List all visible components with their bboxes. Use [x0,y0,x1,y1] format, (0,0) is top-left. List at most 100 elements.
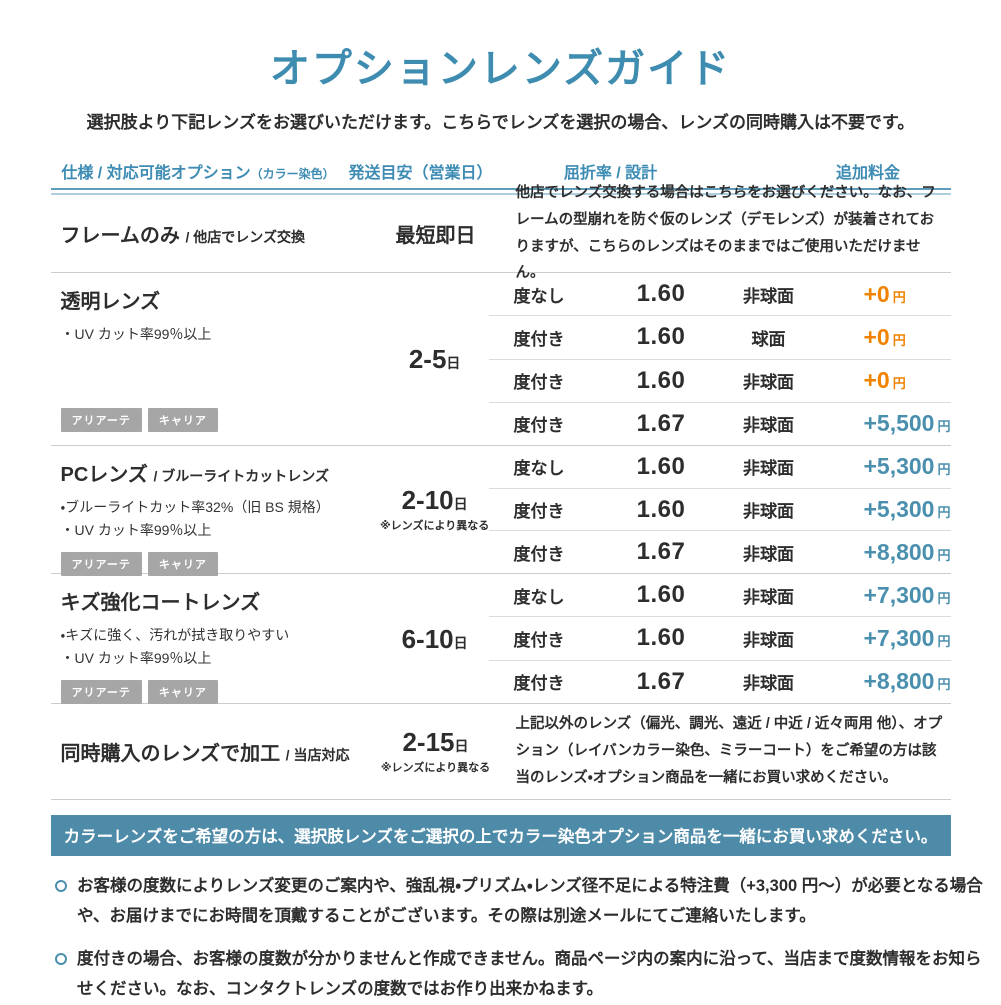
column-header-refraction: 屈折率 / 設計 [563,165,658,182]
lens-option-row: 度なし 1.60 非球面 +0 円 [489,273,951,317]
lens-option-row: 度なし 1.60 非球面 +7,300 円 [489,574,951,618]
price-cell: +0 円 [863,367,906,394]
column-header-shipping: 発送目安（営業日） [348,165,493,182]
refractive-index-cell: 1.60 [636,323,686,351]
price-cell: +0 円 [863,323,906,350]
lens-design-cell: 非球面 [742,459,794,479]
section-note: 上記以外のレンズ（偏光、調光、遠近 / 中近 / 近々両用 他）、オプション（レ… [515,716,943,786]
lens-design-cell: 非球面 [742,630,794,650]
section-scratch-coat-lens: キズ強化コートレンズ ・キズに強く、汚れが拭き取りやすい ・UV カット率99％… [50,574,951,705]
lens-option-row: 度付き 1.67 非球面 +8,800 円 [489,661,950,703]
shipping-unit: 日 [453,634,468,651]
badge-career: キャリア [147,680,218,705]
price-unit: 円 [937,547,951,563]
lens-option-row: 度付き 1.60 非球面 +5,300 円 [489,489,951,532]
badge-ariaate: アリアーテ [60,552,142,577]
lens-option-row: 度なし 1.60 非球面 +5,300 円 [489,446,951,489]
lens-option-row: 度付き 1.60 非球面 +0 円 [489,360,951,403]
circle-bullet-icon [55,880,67,892]
price-unit: 円 [937,677,951,693]
price-cell: +7,300 円 [863,581,951,608]
price-cell: +5,300 円 [863,496,951,522]
lens-option-row: 度付き 1.67 非球面 +5,500 円 [489,403,950,445]
section-pc-lens: PCレンズ / ブルーライトカットレンズ ・ブルーライトカット率32%（旧 BS… [50,446,951,577]
lens-design-cell: 非球面 [742,286,794,306]
lens-option-row: 度付き 1.60 非球面 +7,300 円 [489,617,951,661]
badge-ariaate: アリアーテ [60,408,142,432]
shipping-estimate: 2-5日 [408,344,461,374]
lens-option-row: 度付き 1.67 非球面 +8,800 円 [489,531,950,573]
shipping-unit: 日 [454,737,469,754]
circle-bullet-icon [55,953,67,966]
section-title-suffix: / 他店でレンズ交換 [185,228,305,245]
refractive-index-cell: 1.60 [636,366,686,394]
column-header-spec: 仕様 / 対応可能オプション（カラー染色） [61,165,335,182]
shipping-estimate: 最短即日 [395,225,476,247]
shipping-estimate: 6-10日 [401,623,468,654]
price-cell: +5,300 円 [863,453,951,480]
lens-design-cell: 非球面 [742,544,794,564]
price-unit: 円 [937,419,951,435]
section-frame-only: フレームのみ / 他店でレンズ交換 最短即日 他店でレンズ交換する場合はこちらを… [50,185,951,281]
power-type-cell: 度付き [513,502,565,521]
lens-design-cell: 非球面 [742,416,794,436]
column-header-spec-note: （カラー染色） [250,167,335,181]
section-title: キズ強化コートレンズ [60,592,261,614]
price-unit: 円 [892,376,906,392]
note-item: お客様の度数によりレンズ変更のご案内や、強乱視・プリズム・レンズ径不足による特注… [55,872,985,931]
lens-design-cell: 非球面 [742,587,794,607]
feature-item: ・UV カット率99％以上 [60,650,212,667]
shipping-unit: 日 [446,355,461,371]
feature-item: ・ブルーライトカット率32%（旧 BS 規格） [60,499,330,515]
power-type-cell: 度なし [513,459,565,479]
price-unit: 円 [937,505,951,520]
power-type-cell: 度なし [513,286,565,306]
price-cell: +5,500 円 [863,410,951,437]
power-type-cell: 度付き [513,373,565,393]
price-unit: 円 [892,289,906,305]
shipping-note: ※レンズにより異なる [380,761,491,774]
price-cell: +0 円 [863,280,906,307]
note-item: 度付きの場合、お客様の度数が分かりませんと作成できません。商品ページ内の案内に沿… [55,945,985,1004]
refractive-index-cell: 1.60 [636,452,686,480]
power-type-cell: 度付き [513,674,565,694]
lens-option-row: 度付き 1.60 球面 +0 円 [489,316,951,360]
header-divider [50,188,951,195]
power-type-cell: 度付き [513,329,565,349]
section-copurchase-processing: 同時購入のレンズで加工 / 当店対応 2-15日 ※レンズにより異なる 上記以外… [50,704,951,800]
section-title: 同時購入のレンズで加工 / 当店対応 [60,742,350,765]
refractive-index-cell: 1.67 [636,409,686,437]
note-text: 度付きの場合、お客様の度数が分かりませんと作成できません。商品ページ内の案内に沿… [77,950,982,999]
section-title: フレームのみ / 他店でレンズ交換 [60,224,305,247]
refractive-index-cell: 1.60 [636,495,686,523]
footer-notes: お客様の度数によりレンズ変更のご案内や、強乱視・プリズム・レンズ径不足による特注… [55,872,985,1005]
color-lens-banner: カラーレンズをご希望の方は、選択肢レンズをご選択の上でカラー染色オプション商品を… [50,815,951,856]
section-title-suffix: / ブルーライトカットレンズ [153,468,329,484]
section-clear-lens: 透明レンズ ・UV カット率99％以上 アリアーテ キャリア 2-5日 度なし 1… [50,273,951,446]
price-unit: 円 [937,590,951,606]
price-unit: 円 [937,633,951,649]
section-title: 透明レンズ [60,291,161,313]
price-cell: +7,300 円 [863,624,951,651]
table-header-row: 仕様 / 対応可能オプション（カラー染色） 発送目安（営業日） 屈折率 / 設計… [51,159,951,182]
price-cell: +8,800 円 [863,538,951,565]
feature-item: ・キズに強く、汚れが拭き取りやすい [60,627,290,643]
column-header-price: 追加料金 [835,165,900,182]
power-type-cell: 度なし [513,587,565,607]
badge-career: キャリア [147,552,218,577]
price-unit: 円 [892,332,906,348]
refractive-index-cell: 1.60 [636,280,686,308]
refractive-index-cell: 1.67 [636,667,686,695]
section-title-suffix: / 当店対応 [285,746,350,763]
feature-item: ・UV カット率99％以上 [60,326,212,342]
lens-design-cell: 球面 [751,329,786,349]
shipping-unit: 日 [453,495,468,512]
note-text: お客様の度数によりレンズ変更のご案内や、強乱視・プリズム・レンズ径不足による特注… [77,877,983,925]
shipping-estimate: 2-15日 ※レンズにより異なる [380,726,491,774]
shipping-estimate: 2-10日 ※レンズにより異なる [379,484,490,532]
price-unit: 円 [937,462,951,478]
refractive-index-cell: 1.60 [636,624,686,652]
lens-design-cell: 非球面 [742,502,794,521]
badge-ariaate: アリアーテ [60,680,142,705]
